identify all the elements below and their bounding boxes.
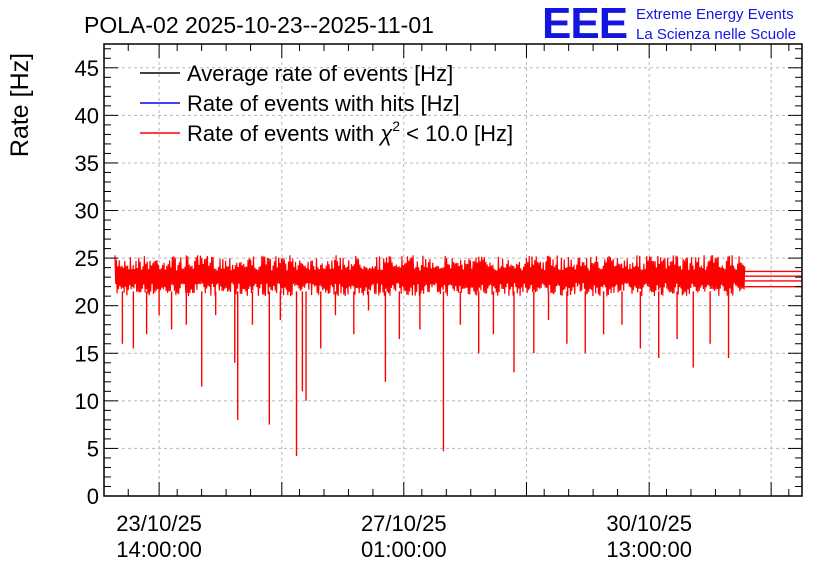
plot-area bbox=[114, 255, 802, 457]
x-tick-label-time: 01:00:00 bbox=[361, 537, 447, 562]
x-tick-label-time: 14:00:00 bbox=[116, 537, 202, 562]
y-tick-label: 25 bbox=[75, 246, 99, 271]
series-chi2-line bbox=[114, 255, 746, 297]
y-tick-label: 40 bbox=[75, 103, 99, 128]
x-tick-label-date: 30/10/25 bbox=[606, 511, 692, 536]
x-tick-label-time: 13:00:00 bbox=[606, 537, 692, 562]
eee-logo: EEE Extreme Energy Events La Scienza nel… bbox=[542, 0, 796, 48]
grid-lines bbox=[104, 44, 802, 496]
y-tick-label: 35 bbox=[75, 151, 99, 176]
y-tick-label: 45 bbox=[75, 56, 99, 81]
x-tick-label-date: 23/10/25 bbox=[116, 511, 202, 536]
y-tick-label: 0 bbox=[87, 484, 99, 509]
y-tick-label: 5 bbox=[87, 436, 99, 461]
logo-line1: Extreme Energy Events bbox=[636, 6, 794, 23]
logo-line2: La Scienza nelle Scuole bbox=[636, 26, 796, 43]
y-axis-label: Rate [Hz] bbox=[6, 53, 34, 157]
legend-entry-chi2: Rate of events with χ2 < 10.0 [Hz] bbox=[140, 118, 513, 146]
logo-letters: EEE bbox=[542, 0, 627, 48]
y-tick-label: 30 bbox=[75, 199, 99, 224]
chart-title: POLA-02 2025-10-23--2025-11-01 bbox=[84, 12, 434, 38]
legend-label-chi2: Rate of events with χ2 < 10.0 [Hz] bbox=[187, 118, 513, 146]
legend-label-hits: Rate of events with hits [Hz] bbox=[187, 91, 460, 116]
y-tick-label: 10 bbox=[75, 389, 99, 414]
x-tick-label-date: 27/10/25 bbox=[361, 511, 447, 536]
legend-entry-average: Average rate of events [Hz] bbox=[140, 61, 453, 86]
legend-label-average: Average rate of events [Hz] bbox=[187, 61, 453, 86]
y-tick-label: 20 bbox=[75, 294, 99, 319]
legend-entry-hits: Rate of events with hits [Hz] bbox=[140, 91, 460, 116]
legend: Average rate of events [Hz] Rate of even… bbox=[140, 61, 513, 146]
plot-frame bbox=[103, 43, 803, 497]
y-tick-label: 15 bbox=[75, 341, 99, 366]
